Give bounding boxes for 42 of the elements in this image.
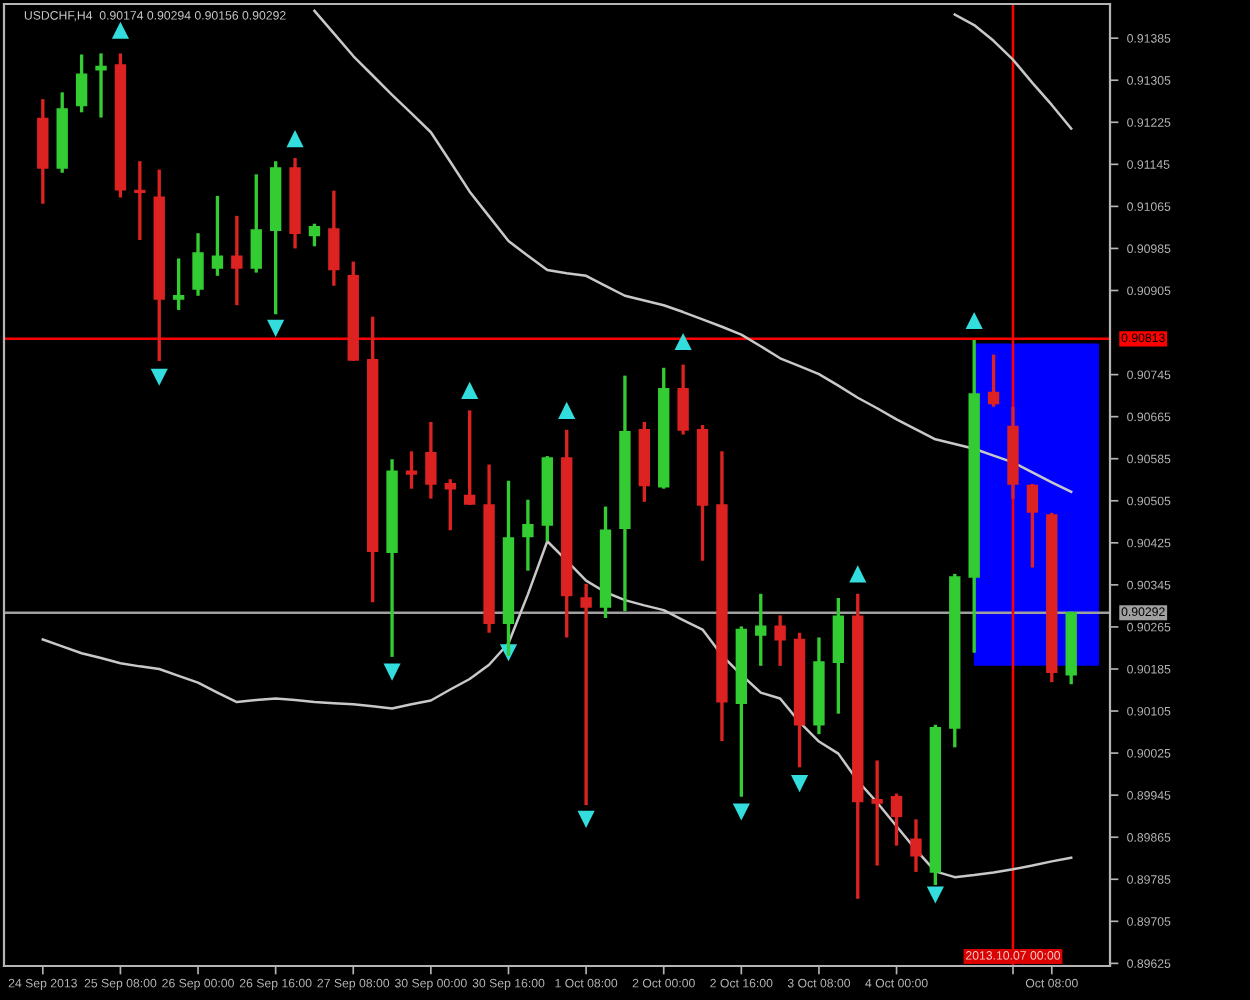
candlestick [134,159,146,242]
candlestick [774,613,786,668]
point [111,21,129,39]
point [461,381,479,399]
candlestick [522,498,534,573]
candlestick [231,214,243,307]
candlestick [910,817,922,874]
candlestick [211,194,224,278]
candlestick [1026,482,1039,570]
line-series [953,13,1073,130]
candlestick [755,592,767,668]
point [286,130,304,148]
point [383,663,401,681]
candlestick [250,172,262,275]
candlestick [172,256,185,312]
point [790,775,809,793]
candlestick [463,408,476,507]
candlestick [832,596,845,716]
point [674,332,692,351]
candlestick [425,420,437,501]
point [150,368,168,386]
point [732,803,750,821]
candlestick [328,188,340,288]
point [577,810,595,828]
line-series [313,9,1073,494]
candlestick [308,222,321,249]
candlestick [987,352,1000,409]
point [965,311,983,330]
candlestick [95,51,107,120]
candlestick [677,362,689,437]
candlestick [405,449,418,491]
candlestick [890,791,903,848]
candlestick [444,477,456,532]
point [267,319,285,337]
candlestick [75,52,88,114]
candlestick [192,231,204,298]
point [558,401,576,419]
point [926,886,944,904]
line-series [41,540,1073,879]
candlestick [871,758,883,868]
point [849,565,867,583]
candlestick [580,582,592,807]
